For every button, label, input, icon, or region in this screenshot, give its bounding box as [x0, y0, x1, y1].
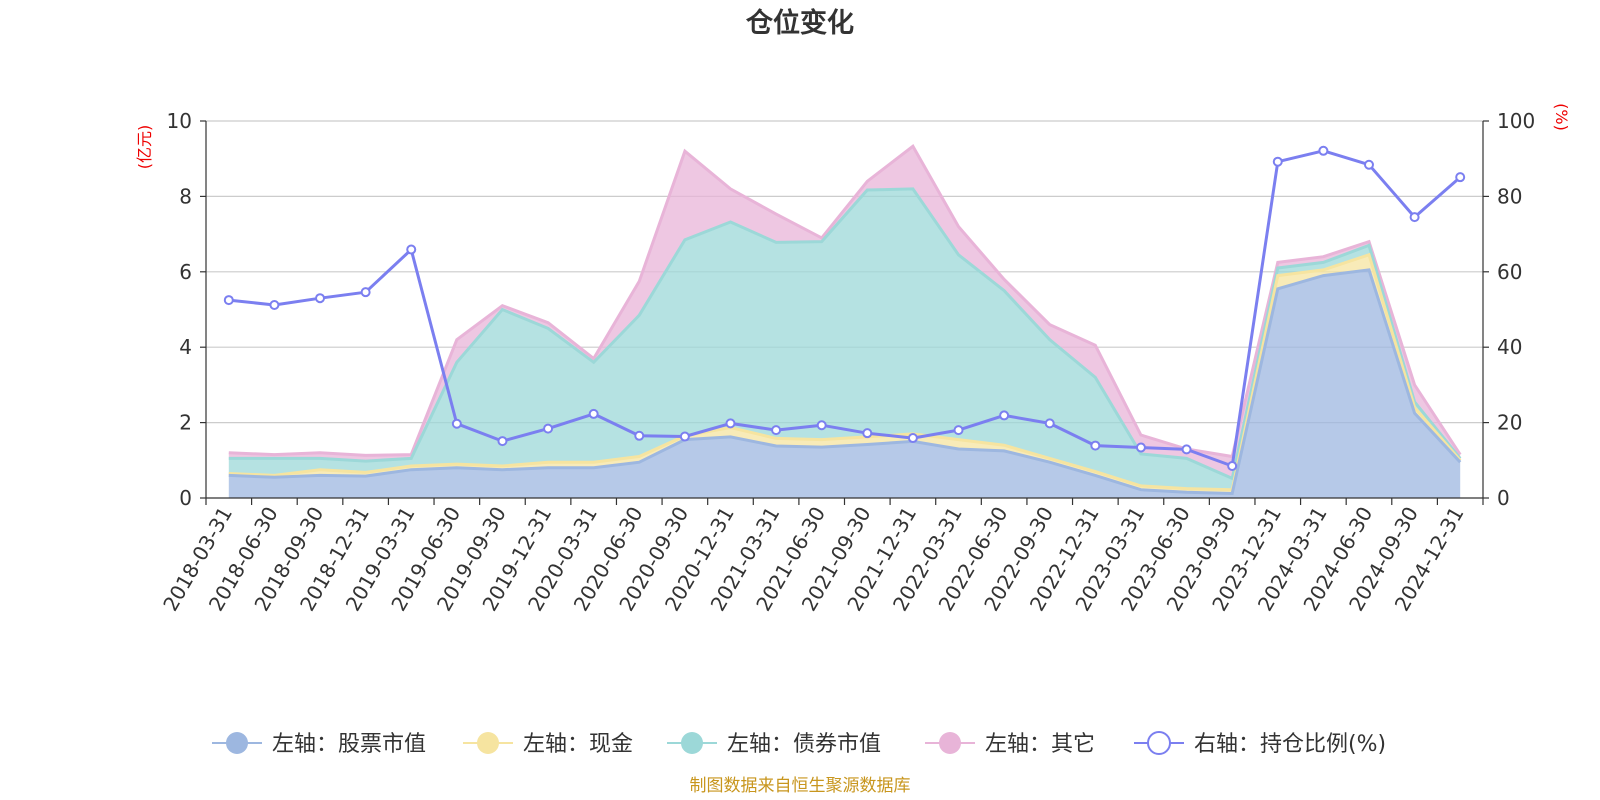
right-axis-tick-label: 60: [1497, 260, 1522, 284]
ratio-point: [1227, 460, 1238, 471]
ratio-point: [588, 408, 599, 419]
right-axis-tick-label: 0: [1497, 486, 1510, 510]
legend-item[interactable]: 左轴：其它: [925, 732, 1095, 757]
legend-swatch-marker: [1147, 731, 1171, 755]
ratio-point: [1044, 418, 1055, 429]
stacked-areas: [228, 144, 1462, 498]
legend-swatch-marker: [226, 732, 248, 754]
ratio-point: [1181, 444, 1192, 455]
ratio-point: [1272, 156, 1283, 167]
legend-label: 左轴：股票市值: [272, 732, 426, 757]
ratio-point: [1318, 145, 1329, 156]
ratio-point: [406, 244, 417, 255]
right-axis-tick-label: 20: [1497, 411, 1522, 435]
legend-label: 左轴：债券市值: [727, 732, 881, 757]
right-axis-tick-label: 40: [1497, 335, 1522, 359]
ratio-point: [634, 430, 645, 441]
left-axis-unit: (亿元): [135, 125, 154, 170]
ratio-point: [816, 420, 827, 431]
ratio-point: [543, 423, 554, 434]
ratio-point: [451, 418, 462, 429]
legend-item[interactable]: 左轴：现金: [463, 732, 633, 757]
legend-swatch-marker: [477, 732, 499, 754]
ratio-point: [315, 293, 326, 304]
legend-label: 左轴：现金: [523, 732, 633, 757]
legend-swatch-marker: [681, 732, 703, 754]
ratio-point: [360, 287, 371, 298]
left-axis-tick-label: 0: [179, 486, 192, 510]
ratio-point: [1135, 442, 1146, 453]
left-axis-tick-label: 10: [167, 109, 192, 133]
left-axis-tick-label: 2: [179, 411, 192, 435]
area-edge-左轴：其它: [228, 144, 1462, 459]
legend-item[interactable]: 左轴：债券市值: [667, 732, 881, 757]
ratio-point: [223, 295, 234, 306]
legend-item[interactable]: 右轴：持仓比例(%): [1134, 731, 1386, 757]
ratio-line-path: [228, 149, 1462, 468]
area-edge-左轴：债券市值: [228, 187, 1462, 481]
ratio-point: [862, 428, 873, 439]
ratio-point: [1363, 159, 1374, 170]
ratio-point: [1455, 172, 1466, 183]
legend-item[interactable]: 左轴：股票市值: [212, 732, 426, 757]
area-edge-左轴：现金: [228, 252, 1462, 492]
ratio-point: [679, 431, 690, 442]
chart-title: 仓位变化: [745, 7, 854, 39]
ratio-point: [771, 425, 782, 436]
area-edge-左轴：股票市值: [228, 268, 1462, 496]
left-axis-tick-label: 4: [179, 335, 192, 359]
legend-label: 左轴：其它: [985, 732, 1095, 757]
legend-swatch-marker: [939, 732, 961, 754]
right-axis-tick-label: 100: [1497, 109, 1535, 133]
ratio-point: [907, 433, 918, 444]
left-axis-tick-label: 8: [179, 184, 192, 208]
legend[interactable]: 左轴：股票市值 左轴：现金 左轴：债券市值 左轴：其它 右轴：持仓比例(%): [212, 731, 1386, 757]
right-axis-tick-label: 80: [1497, 184, 1522, 208]
legend-label: 右轴：持仓比例(%): [1194, 732, 1386, 757]
area-左轴：股票市值: [228, 269, 1461, 498]
right-axis-unit: (%): [1552, 103, 1571, 131]
ratio-point: [725, 418, 736, 429]
ratio-point: [497, 436, 508, 447]
ratio-line: [223, 145, 1466, 471]
ratio-point: [1409, 212, 1420, 223]
area-左轴：其它: [228, 146, 1461, 479]
ratio-point: [269, 299, 280, 310]
ratio-point: [953, 425, 964, 436]
ratio-point: [999, 410, 1010, 421]
ratio-point: [1090, 440, 1101, 451]
left-axis-tick-label: 6: [179, 260, 192, 284]
data-source-note: 制图数据来自恒生聚源数据库: [690, 776, 911, 796]
area-左轴：债券市值: [228, 188, 1461, 490]
